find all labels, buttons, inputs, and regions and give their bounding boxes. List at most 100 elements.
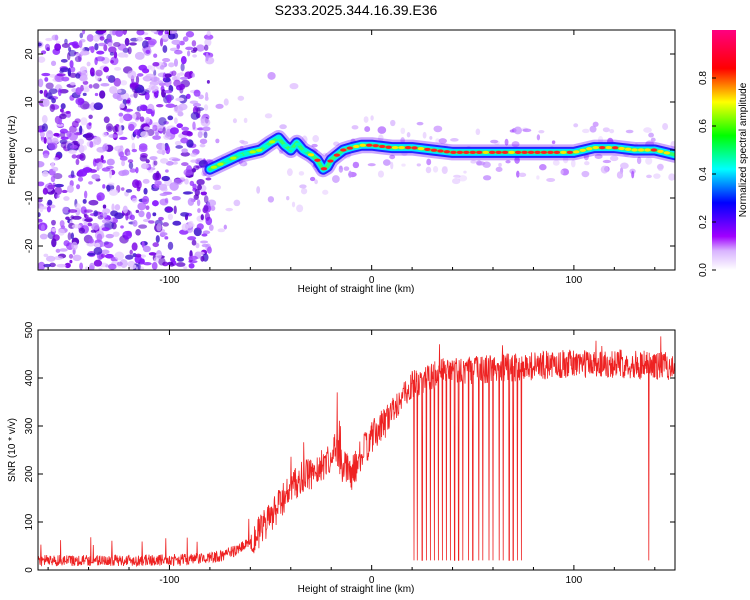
- noise-blob: [175, 145, 183, 149]
- noise-blob: [43, 136, 47, 144]
- noise-blob: [41, 115, 48, 124]
- track-core-dot: [482, 150, 489, 154]
- noise-blob: [132, 113, 137, 120]
- x-tick-label: 0: [369, 275, 375, 286]
- noise-blob: [204, 38, 212, 47]
- noise-blob: [127, 70, 137, 80]
- track-core-dot: [385, 145, 392, 149]
- noise-blob: [89, 141, 94, 148]
- noise-blob: [311, 143, 318, 148]
- noise-blob: [438, 138, 447, 144]
- noise-blob: [160, 232, 168, 236]
- noise-blob: [155, 170, 160, 179]
- noise-blob: [150, 85, 159, 92]
- track-core-dot: [359, 143, 366, 147]
- noise-blob: [103, 116, 110, 124]
- noise-blob: [148, 252, 157, 256]
- noise-blob: [390, 119, 396, 127]
- noise-blob: [301, 135, 308, 144]
- noise-blob: [536, 175, 540, 180]
- noise-blob: [102, 132, 108, 138]
- noise-blob: [286, 168, 293, 177]
- noise-blob: [157, 31, 163, 36]
- noise-blob: [129, 81, 139, 90]
- track-core-dot: [411, 146, 418, 150]
- noise-blob: [141, 241, 145, 248]
- noise-blob: [91, 173, 100, 180]
- noise-blob: [93, 259, 103, 267]
- noise-blob: [609, 155, 619, 162]
- noise-blob: [81, 70, 87, 80]
- noise-blob: [192, 54, 198, 58]
- noise-blob: [56, 263, 67, 268]
- noise-blob: [140, 131, 149, 138]
- noise-blob: [82, 198, 87, 204]
- noise-blob: [162, 45, 168, 53]
- noise-blob: [645, 157, 653, 165]
- noise-blob: [201, 243, 209, 248]
- noise-blob: [498, 162, 502, 167]
- noise-blob: [232, 118, 237, 124]
- noise-blob: [139, 154, 148, 162]
- noise-blob: [82, 167, 92, 174]
- noise-blob: [78, 144, 85, 154]
- track-core-dot: [573, 150, 580, 154]
- track-core-dot: [521, 150, 528, 154]
- noise-blob: [118, 112, 124, 117]
- noise-blob: [123, 108, 134, 112]
- track-core-dot: [469, 150, 476, 154]
- noise-blob: [105, 233, 114, 239]
- noise-blob: [151, 200, 159, 207]
- noise-blob: [188, 255, 198, 261]
- noise-blob: [450, 138, 459, 142]
- noise-blob: [179, 76, 189, 81]
- noise-blob: [199, 143, 206, 148]
- noise-blob: [69, 144, 78, 149]
- noise-blob: [476, 160, 483, 166]
- noise-blob: [61, 43, 70, 49]
- y-tick-label: 200: [24, 465, 35, 482]
- noise-blob: [107, 75, 116, 83]
- noise-blob: [106, 158, 115, 166]
- noise-blob: [180, 176, 185, 180]
- noise-blob: [131, 242, 138, 251]
- noise-blob: [77, 138, 85, 145]
- noise-blob: [198, 94, 204, 100]
- track-core-dot: [456, 150, 464, 154]
- track-core-dot: [378, 144, 386, 149]
- noise-blob: [109, 169, 113, 179]
- noise-blob: [625, 129, 634, 134]
- noise-blob: [195, 242, 200, 249]
- noise-blob: [322, 152, 328, 157]
- noise-blob: [348, 170, 353, 178]
- noise-blob: [192, 183, 197, 190]
- noise-blob: [152, 124, 158, 132]
- noise-blob: [38, 198, 43, 203]
- noise-blob: [59, 113, 67, 120]
- noise-blob: [69, 259, 73, 264]
- noise-blob: [150, 30, 157, 33]
- noise-blob: [180, 212, 190, 217]
- noise-blob: [99, 90, 106, 99]
- noise-blob: [102, 204, 107, 209]
- noise-blob: [178, 72, 185, 77]
- noise-blob: [119, 116, 124, 124]
- noise-blob: [53, 173, 63, 180]
- noise-blob: [167, 115, 174, 121]
- noise-blob: [74, 203, 81, 211]
- snr-y-label: SNR (10 * v/v): [7, 418, 18, 482]
- noise-blob: [88, 238, 94, 244]
- noise-blob: [122, 205, 128, 214]
- noise-blob: [82, 30, 86, 35]
- noise-blob: [429, 136, 433, 140]
- noise-blob: [239, 159, 245, 166]
- noise-blob: [88, 122, 92, 126]
- noise-blob: [82, 80, 89, 85]
- noise-blob: [51, 227, 57, 232]
- noise-blob: [79, 47, 85, 52]
- noise-blob: [203, 104, 209, 111]
- noise-blob: [202, 230, 211, 235]
- noise-blob: [137, 73, 144, 77]
- track-core-dot: [657, 149, 664, 153]
